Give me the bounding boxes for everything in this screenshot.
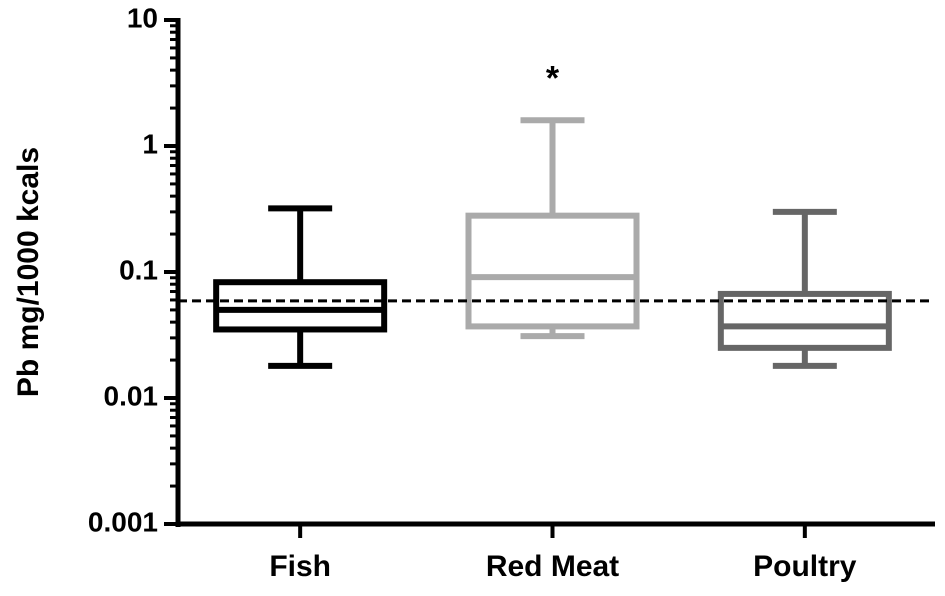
- y-tick-label: 0.01: [104, 380, 159, 411]
- x-tick-label: Red Meat: [486, 550, 619, 583]
- box: [465, 212, 640, 330]
- y-axis-label: Pb mg/1000 kcals: [12, 147, 45, 397]
- x-tick-label: Fish: [269, 550, 331, 583]
- y-tick-label: 10: [127, 2, 158, 33]
- y-tick-label: 1: [142, 128, 158, 159]
- box: [717, 290, 892, 351]
- x-tick-label: Poultry: [753, 550, 857, 583]
- y-tick-label: 0.1: [119, 254, 158, 285]
- box: [213, 279, 388, 333]
- annotation: *: [546, 59, 560, 97]
- y-tick-label: 0.001: [88, 506, 158, 537]
